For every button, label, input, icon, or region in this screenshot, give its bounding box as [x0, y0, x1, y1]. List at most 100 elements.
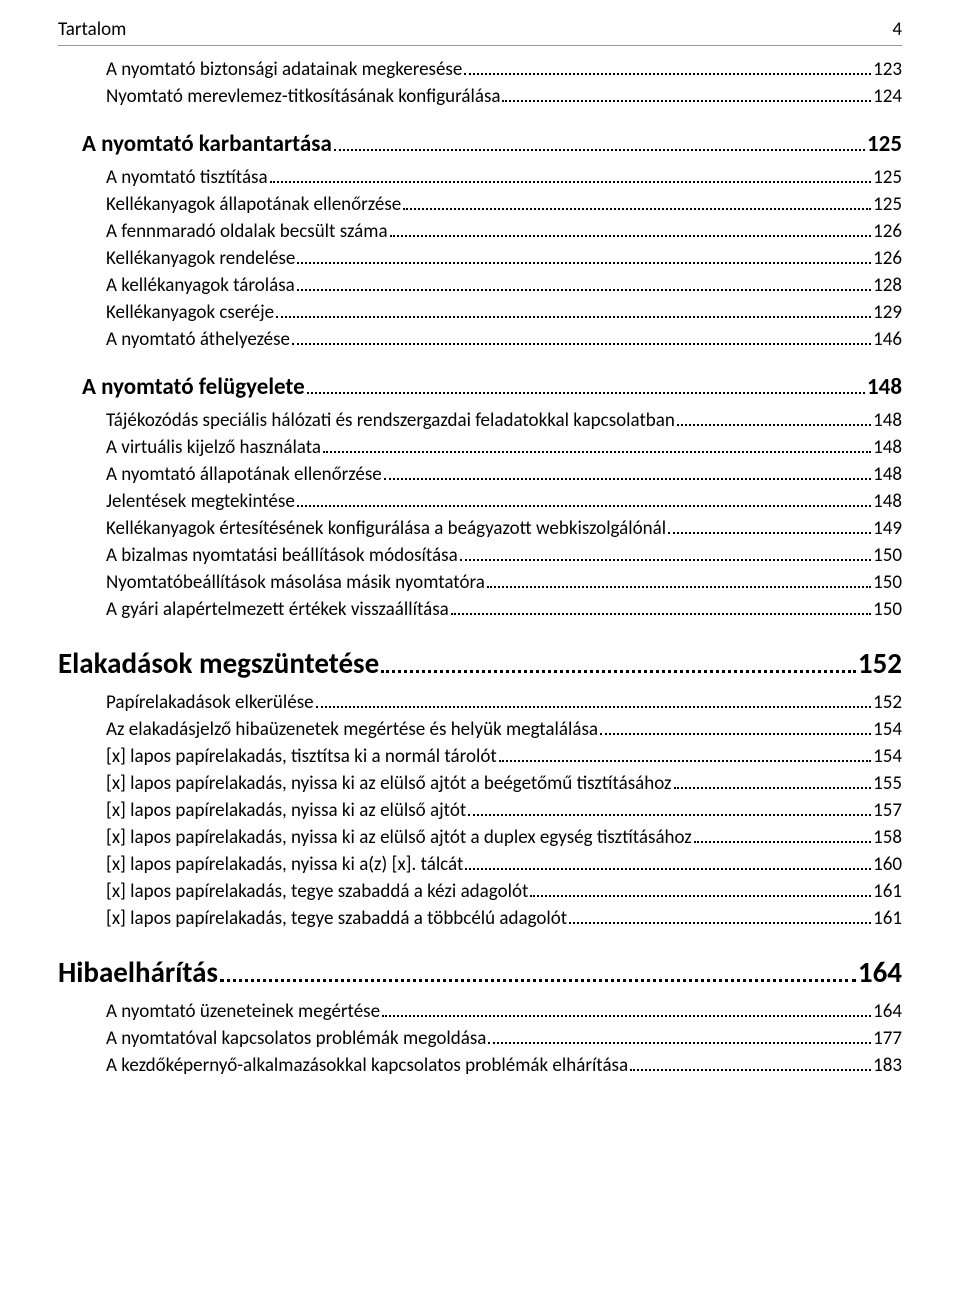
toc-leader-dots — [530, 895, 871, 897]
toc-leader-dots — [297, 505, 871, 507]
toc-entry: Hibaelhárítás164 — [58, 954, 902, 990]
toc-entry-page: 148 — [873, 490, 902, 513]
toc-entry-page: 129 — [873, 301, 902, 324]
toc-entry-label: A nyomtató biztonsági adatainak megkeres… — [106, 58, 462, 81]
toc-entry-label: A nyomtató állapotának ellenőrzése — [106, 463, 382, 486]
toc-entry: A virtuális kijelző használata148 — [106, 436, 902, 459]
toc-entry: [x] lapos papírelakadás, nyissa ki az el… — [106, 799, 902, 822]
toc-leader-dots — [465, 868, 871, 870]
toc-entry: Kellékanyagok állapotának ellenőrzése125 — [106, 193, 902, 216]
toc-entry: Kellékanyagok cseréje129 — [106, 301, 902, 324]
toc-entry: Kellékanyagok rendelése126 — [106, 247, 902, 270]
toc-entry-page: 149 — [873, 517, 902, 540]
toc-leader-dots — [297, 289, 871, 291]
toc-entry-page: 126 — [873, 220, 902, 243]
toc-leader-dots — [297, 262, 871, 264]
toc-entry-page: 148 — [873, 463, 902, 486]
toc-entry-label: A kezdőképernyő-alkalmazásokkal kapcsola… — [106, 1054, 628, 1077]
toc-leader-dots — [276, 316, 871, 318]
toc-entry-label: [x] lapos papírelakadás, tegye szabaddá … — [106, 907, 567, 930]
toc-entry-page: 126 — [873, 247, 902, 270]
toc-entry: [x] lapos papírelakadás, tisztítsa ki a … — [106, 745, 902, 768]
toc-entry-page: 128 — [873, 274, 902, 297]
toc-entry-label: A kellékanyagok tárolása — [106, 274, 295, 297]
toc-leader-dots — [220, 979, 856, 982]
toc-leader-dots — [323, 451, 871, 453]
toc-leader-dots — [270, 181, 872, 183]
toc-leader-dots — [694, 841, 871, 843]
toc-entry: [x] lapos papírelakadás, nyissa ki az el… — [106, 772, 902, 795]
toc-leader-dots — [569, 922, 871, 924]
toc-leader-dots — [307, 392, 865, 394]
toc-entry-label: Jelentések megtekintése — [106, 490, 295, 513]
toc-entry: Papírelakadások elkerülése 152 — [106, 691, 902, 714]
toc-leader-dots — [316, 706, 871, 708]
toc-entry-page: 152 — [858, 645, 902, 681]
toc-entry: A nyomtató állapotának ellenőrzése 148 — [106, 463, 902, 486]
toc-entry: A nyomtató felügyelete 148 — [82, 373, 902, 401]
toc-entry-page: 125 — [873, 166, 902, 189]
toc-entry-page: 152 — [873, 691, 902, 714]
toc-entry-page: 154 — [873, 718, 902, 741]
toc-entry: [x] lapos papírelakadás, nyissa ki a(z) … — [106, 853, 902, 876]
toc-leader-dots — [499, 760, 871, 762]
header-title: Tartalom — [58, 18, 126, 41]
toc-entry: A nyomtató tisztítása125 — [106, 166, 902, 189]
toc-entry-page: 148 — [867, 373, 902, 401]
toc-entry-label: Hibaelhárítás — [58, 954, 218, 990]
toc-entry-page: 150 — [873, 544, 902, 567]
toc-entry: Elakadások megszüntetése 152 — [58, 645, 902, 681]
toc-entry-label: A nyomtató felügyelete — [82, 373, 305, 401]
toc-entry-page: 177 — [873, 1027, 902, 1050]
toc-entry-page: 154 — [873, 745, 902, 768]
toc-leader-dots — [600, 733, 871, 735]
toc-leader-dots — [390, 235, 872, 237]
toc-entry: A nyomtatóval kapcsolatos problémák mego… — [106, 1027, 902, 1050]
toc-entry-page: 150 — [873, 598, 902, 621]
toc-entry-label: Elakadások megszüntetése — [58, 645, 379, 681]
toc-entry: A nyomtató karbantartása125 — [82, 130, 902, 158]
table-of-contents: A nyomtató biztonsági adatainak megkeres… — [58, 58, 902, 1077]
toc-entry: A kezdőképernyő-alkalmazásokkal kapcsola… — [106, 1054, 902, 1077]
toc-entry-label: A nyomtató áthelyezése — [106, 328, 290, 351]
toc-entry-label: Papírelakadások elkerülése — [106, 691, 314, 714]
toc-entry-page: 124 — [873, 85, 902, 108]
toc-entry-label: A gyári alapértelmezett értékek visszaál… — [106, 598, 449, 621]
toc-entry-label: [x] lapos papírelakadás, nyissa ki a(z) … — [106, 853, 463, 876]
toc-entry: [x] lapos papírelakadás, nyissa ki az el… — [106, 826, 902, 849]
toc-entry: [x] lapos papírelakadás, tegye szabaddá … — [106, 907, 902, 930]
toc-entry-page: 158 — [873, 826, 902, 849]
toc-entry-page: 157 — [873, 799, 902, 822]
toc-entry-label: Kellékanyagok állapotának ellenőrzése — [106, 193, 401, 216]
toc-entry-page: 146 — [873, 328, 902, 351]
toc-entry: A bizalmas nyomtatási beállítások módosí… — [106, 544, 902, 567]
toc-entry: A nyomtató áthelyezése 146 — [106, 328, 902, 351]
toc-entry-page: 155 — [873, 772, 902, 795]
toc-entry-page: 161 — [873, 880, 902, 903]
toc-entry-label: A fennmaradó oldalak becsült száma — [106, 220, 388, 243]
toc-entry-label: A nyomtató karbantartása — [82, 130, 332, 158]
toc-entry-label: Kellékanyagok értesítésének konfigurálás… — [106, 517, 666, 540]
toc-leader-dots — [464, 73, 871, 75]
toc-leader-dots — [460, 559, 871, 561]
toc-entry: A fennmaradó oldalak becsült száma 126 — [106, 220, 902, 243]
toc-entry-label: Tájékozódás speciális hálózati és rendsz… — [106, 409, 675, 432]
toc-leader-dots — [403, 208, 871, 210]
toc-entry-page: 161 — [873, 907, 902, 930]
toc-leader-dots — [677, 424, 871, 426]
toc-entry-label: Az elakadásjelző hibaüzenetek megértése … — [106, 718, 598, 741]
toc-entry: Nyomtató merevlemez-titkosításának konfi… — [106, 85, 902, 108]
toc-leader-dots — [384, 478, 871, 480]
toc-leader-dots — [381, 670, 856, 673]
toc-leader-dots — [487, 586, 871, 588]
toc-entry: A nyomtató biztonsági adatainak megkeres… — [106, 58, 902, 81]
toc-entry-label: [x] lapos papírelakadás, tisztítsa ki a … — [106, 745, 497, 768]
page-header: Tartalom 4 — [58, 18, 902, 46]
toc-entry-label: Nyomtató merevlemez-titkosításának konfi… — [106, 85, 500, 108]
toc-leader-dots — [630, 1069, 871, 1071]
toc-leader-dots — [668, 532, 871, 534]
toc-entry-page: 123 — [873, 58, 902, 81]
toc-entry: [x] lapos papírelakadás, tegye szabaddá … — [106, 880, 902, 903]
toc-entry-label: A nyomtató üzeneteinek megértése — [106, 1000, 380, 1023]
toc-entry-page: 150 — [873, 571, 902, 594]
